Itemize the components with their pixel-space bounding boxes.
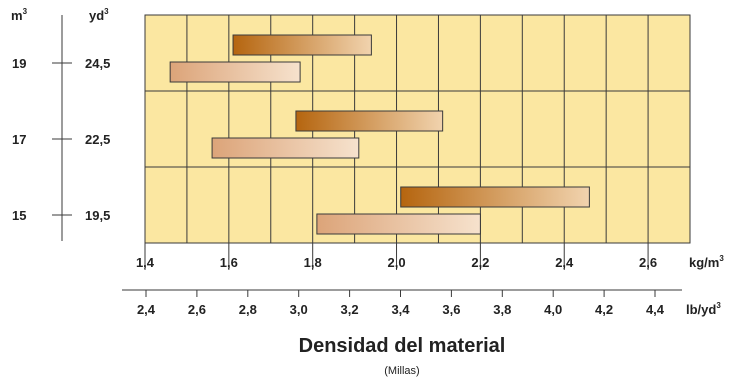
- x-axis-secondary: 2,4 2,6 2,8 3,0 3,2 3,4 3,6 3,8 4,0 4,2 4,4: [137, 290, 665, 317]
- x-axis-primary: 1,4 1,6 1,8 2,0 2,2 2,4 2,6: [136, 243, 657, 270]
- x-secondary-tick-label: 2,8: [239, 302, 257, 317]
- x-secondary-tick-label: 3,4: [391, 302, 410, 317]
- row-label-yd3: 19,5: [85, 208, 110, 223]
- x-primary-tick-label: 1,8: [304, 255, 322, 270]
- x-secondary-tick-label: 3,6: [442, 302, 460, 317]
- row-label-m3: 19: [12, 56, 26, 71]
- left-unit-label: m3: [11, 7, 28, 23]
- right-unit-label: yd3: [89, 7, 109, 23]
- x-secondary-tick-label: 4,0: [544, 302, 562, 317]
- x-secondary-tick-label: 4,2: [595, 302, 613, 317]
- x-secondary-tick-label: 2,4: [137, 302, 156, 317]
- x-secondary-tick-label: 3,0: [290, 302, 308, 317]
- x-secondary-tick-label: 3,8: [493, 302, 511, 317]
- x-primary-tick-label: 2,6: [639, 255, 657, 270]
- range-bar-dark: [232, 34, 372, 56]
- range-bar-light: [316, 213, 481, 235]
- x-secondary-tick-label: 4,4: [646, 302, 665, 317]
- x-primary-tick-label: 1,4: [136, 255, 155, 270]
- x-secondary-tick-label: 2,6: [188, 302, 206, 317]
- x-primary-tick-label: 2,4: [555, 255, 574, 270]
- left-scale: 19 24,5 17 22,5 15 19,5: [12, 56, 110, 223]
- range-bar-light: [211, 137, 360, 159]
- row-label-yd3: 24,5: [85, 56, 110, 71]
- range-bar-dark: [295, 110, 444, 132]
- x-primary-tick-label: 2,0: [387, 255, 405, 270]
- chart-subtitle: (Millas): [384, 365, 419, 377]
- range-bar-dark: [400, 186, 590, 208]
- x-secondary-tick-label: 3,2: [341, 302, 359, 317]
- row-label-yd3: 22,5: [85, 132, 110, 147]
- row-label-m3: 17: [12, 132, 26, 147]
- x-axis-primary-unit: kg/m3: [689, 254, 724, 270]
- row-label-m3: 15: [12, 208, 26, 223]
- x-primary-tick-label: 1,6: [220, 255, 238, 270]
- bars: [169, 34, 590, 235]
- range-bar-light: [169, 61, 301, 83]
- x-axis-secondary-unit: lb/yd3: [686, 301, 721, 317]
- chart-title: Densidad del material: [299, 335, 506, 357]
- x-primary-tick-label: 2,2: [471, 255, 489, 270]
